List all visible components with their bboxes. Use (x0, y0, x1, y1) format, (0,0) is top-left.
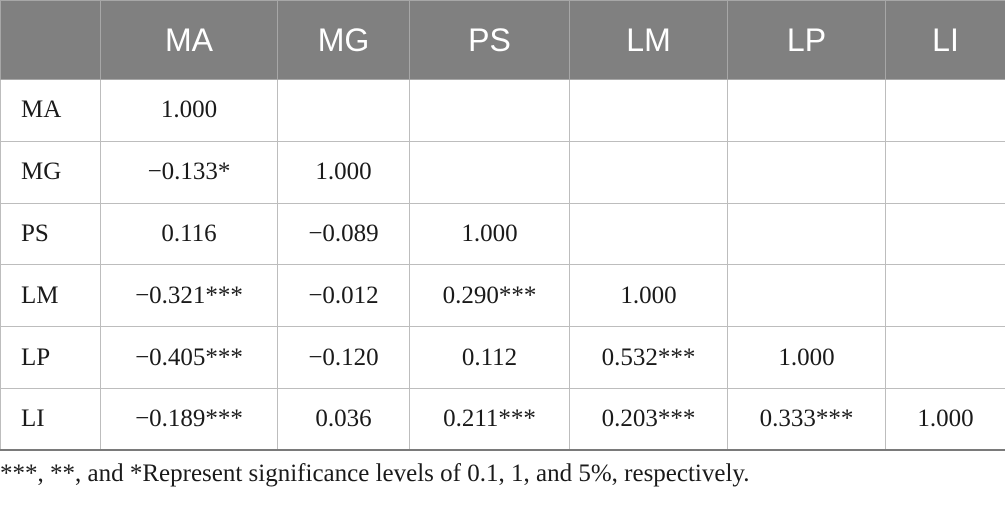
table-cell (727, 202, 886, 266)
row-label-ps: PS (0, 202, 101, 266)
column-header-ps: PS (409, 0, 570, 80)
row-label-ma: MA (0, 79, 101, 142)
table-cell: 1.000 (885, 387, 1005, 452)
table-cell (885, 202, 1005, 266)
table-cell: 1.000 (727, 326, 886, 389)
table-row-lm: LM −0.321*** −0.012 0.290*** 1.000 (0, 264, 1005, 328)
table-cell: 0.532*** (569, 326, 728, 389)
table-cell (569, 202, 728, 266)
table-cell: 0.333*** (727, 387, 886, 452)
column-header-ma: MA (100, 0, 278, 80)
table-row-ma: MA 1.000 (0, 79, 1005, 142)
table-cell: 1.000 (569, 264, 728, 328)
correlation-table-container: MA MG PS LM LP LI MA 1.000 MG −0.133* (0, 0, 1005, 452)
table-cell (409, 140, 570, 204)
table-row-mg: MG −0.133* 1.000 (0, 140, 1005, 204)
table-cell: 0.036 (277, 387, 410, 452)
table-cell (569, 140, 728, 204)
row-label-li: LI (0, 387, 101, 452)
column-header-lm: LM (569, 0, 728, 80)
column-header-li: LI (885, 0, 1005, 80)
table-cell (885, 264, 1005, 328)
table-row-li: LI −0.189*** 0.036 0.211*** 0.203*** 0.3… (0, 387, 1005, 452)
table-cell (885, 140, 1005, 204)
table-cell: −0.405*** (100, 326, 278, 389)
correlation-table: MA MG PS LM LP LI MA 1.000 MG −0.133* (0, 0, 1005, 452)
row-label-mg: MG (0, 140, 101, 204)
table-footnote: ***, **, and *Represent significance lev… (0, 460, 750, 487)
table-cell (409, 79, 570, 142)
column-header-mg: MG (277, 0, 410, 80)
table-cell: 1.000 (277, 140, 410, 204)
table-cell: 1.000 (100, 79, 278, 142)
table-cell (727, 264, 886, 328)
header-row: MA MG PS LM LP LI (0, 0, 1005, 80)
header-corner-cell (0, 0, 101, 80)
table-cell: 0.203*** (569, 387, 728, 452)
table-cell: −0.189*** (100, 387, 278, 452)
row-label-lm: LM (0, 264, 101, 328)
table-cell (569, 79, 728, 142)
row-label-lp: LP (0, 326, 101, 389)
table-cell (277, 79, 410, 142)
table-cell (885, 79, 1005, 142)
table-cell: 0.211*** (409, 387, 570, 452)
table-cell (727, 140, 886, 204)
table-cell (885, 326, 1005, 389)
table-cell: −0.089 (277, 202, 410, 266)
table-cell: 0.112 (409, 326, 570, 389)
table-cell: −0.321*** (100, 264, 278, 328)
table-row-ps: PS 0.116 −0.089 1.000 (0, 202, 1005, 266)
table-row-lp: LP −0.405*** −0.120 0.112 0.532*** 1.000 (0, 326, 1005, 389)
table-cell: 0.116 (100, 202, 278, 266)
table-cell (727, 79, 886, 142)
table-cell: −0.133* (100, 140, 278, 204)
column-header-lp: LP (727, 0, 886, 80)
table-cell: 1.000 (409, 202, 570, 266)
table-cell: 0.290*** (409, 264, 570, 328)
table-cell: −0.120 (277, 326, 410, 389)
table-cell: −0.012 (277, 264, 410, 328)
